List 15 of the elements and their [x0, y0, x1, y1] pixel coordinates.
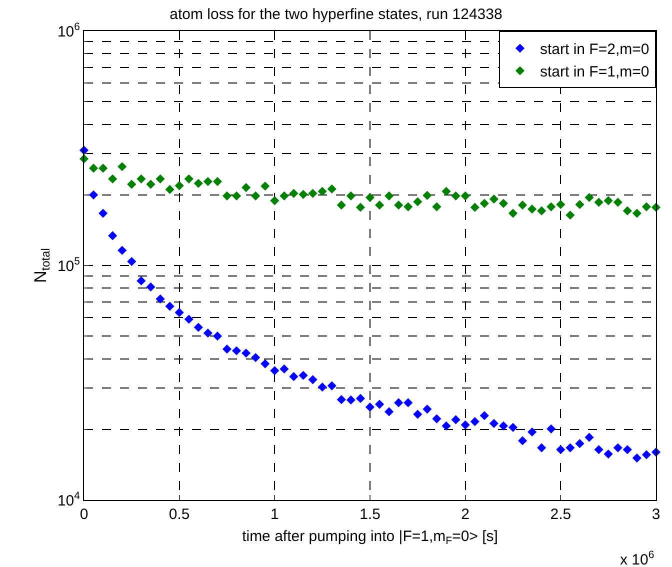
- x-tick-label: 3: [652, 506, 660, 523]
- x-tick-label: 0.5: [168, 506, 190, 523]
- x-tick-label: 0: [80, 506, 88, 523]
- legend-label: start in F=1,m=0: [540, 64, 650, 81]
- y-tick-label: 10$^{4}$: [57, 490, 80, 510]
- chart-title: atom loss for the two hyperfine states, run 124338: [170, 6, 502, 24]
- y-tick-label: 10$^{6}$: [57, 20, 80, 40]
- x-tick-label: 2.5: [550, 506, 572, 523]
- x-tick-label: 1: [270, 506, 279, 523]
- x-tick-label: 2: [461, 506, 470, 523]
- x-axis-title: time after pumping into |F=1,m$_{F}$=0> [s]: [242, 528, 498, 548]
- legend-label: start in F=2,m=0: [540, 41, 650, 58]
- y-tick-label: 10$^{5}$: [57, 255, 80, 275]
- x-tick-label: 1.5: [360, 506, 380, 523]
- text: x 10$^{6}$: [620, 549, 654, 567]
